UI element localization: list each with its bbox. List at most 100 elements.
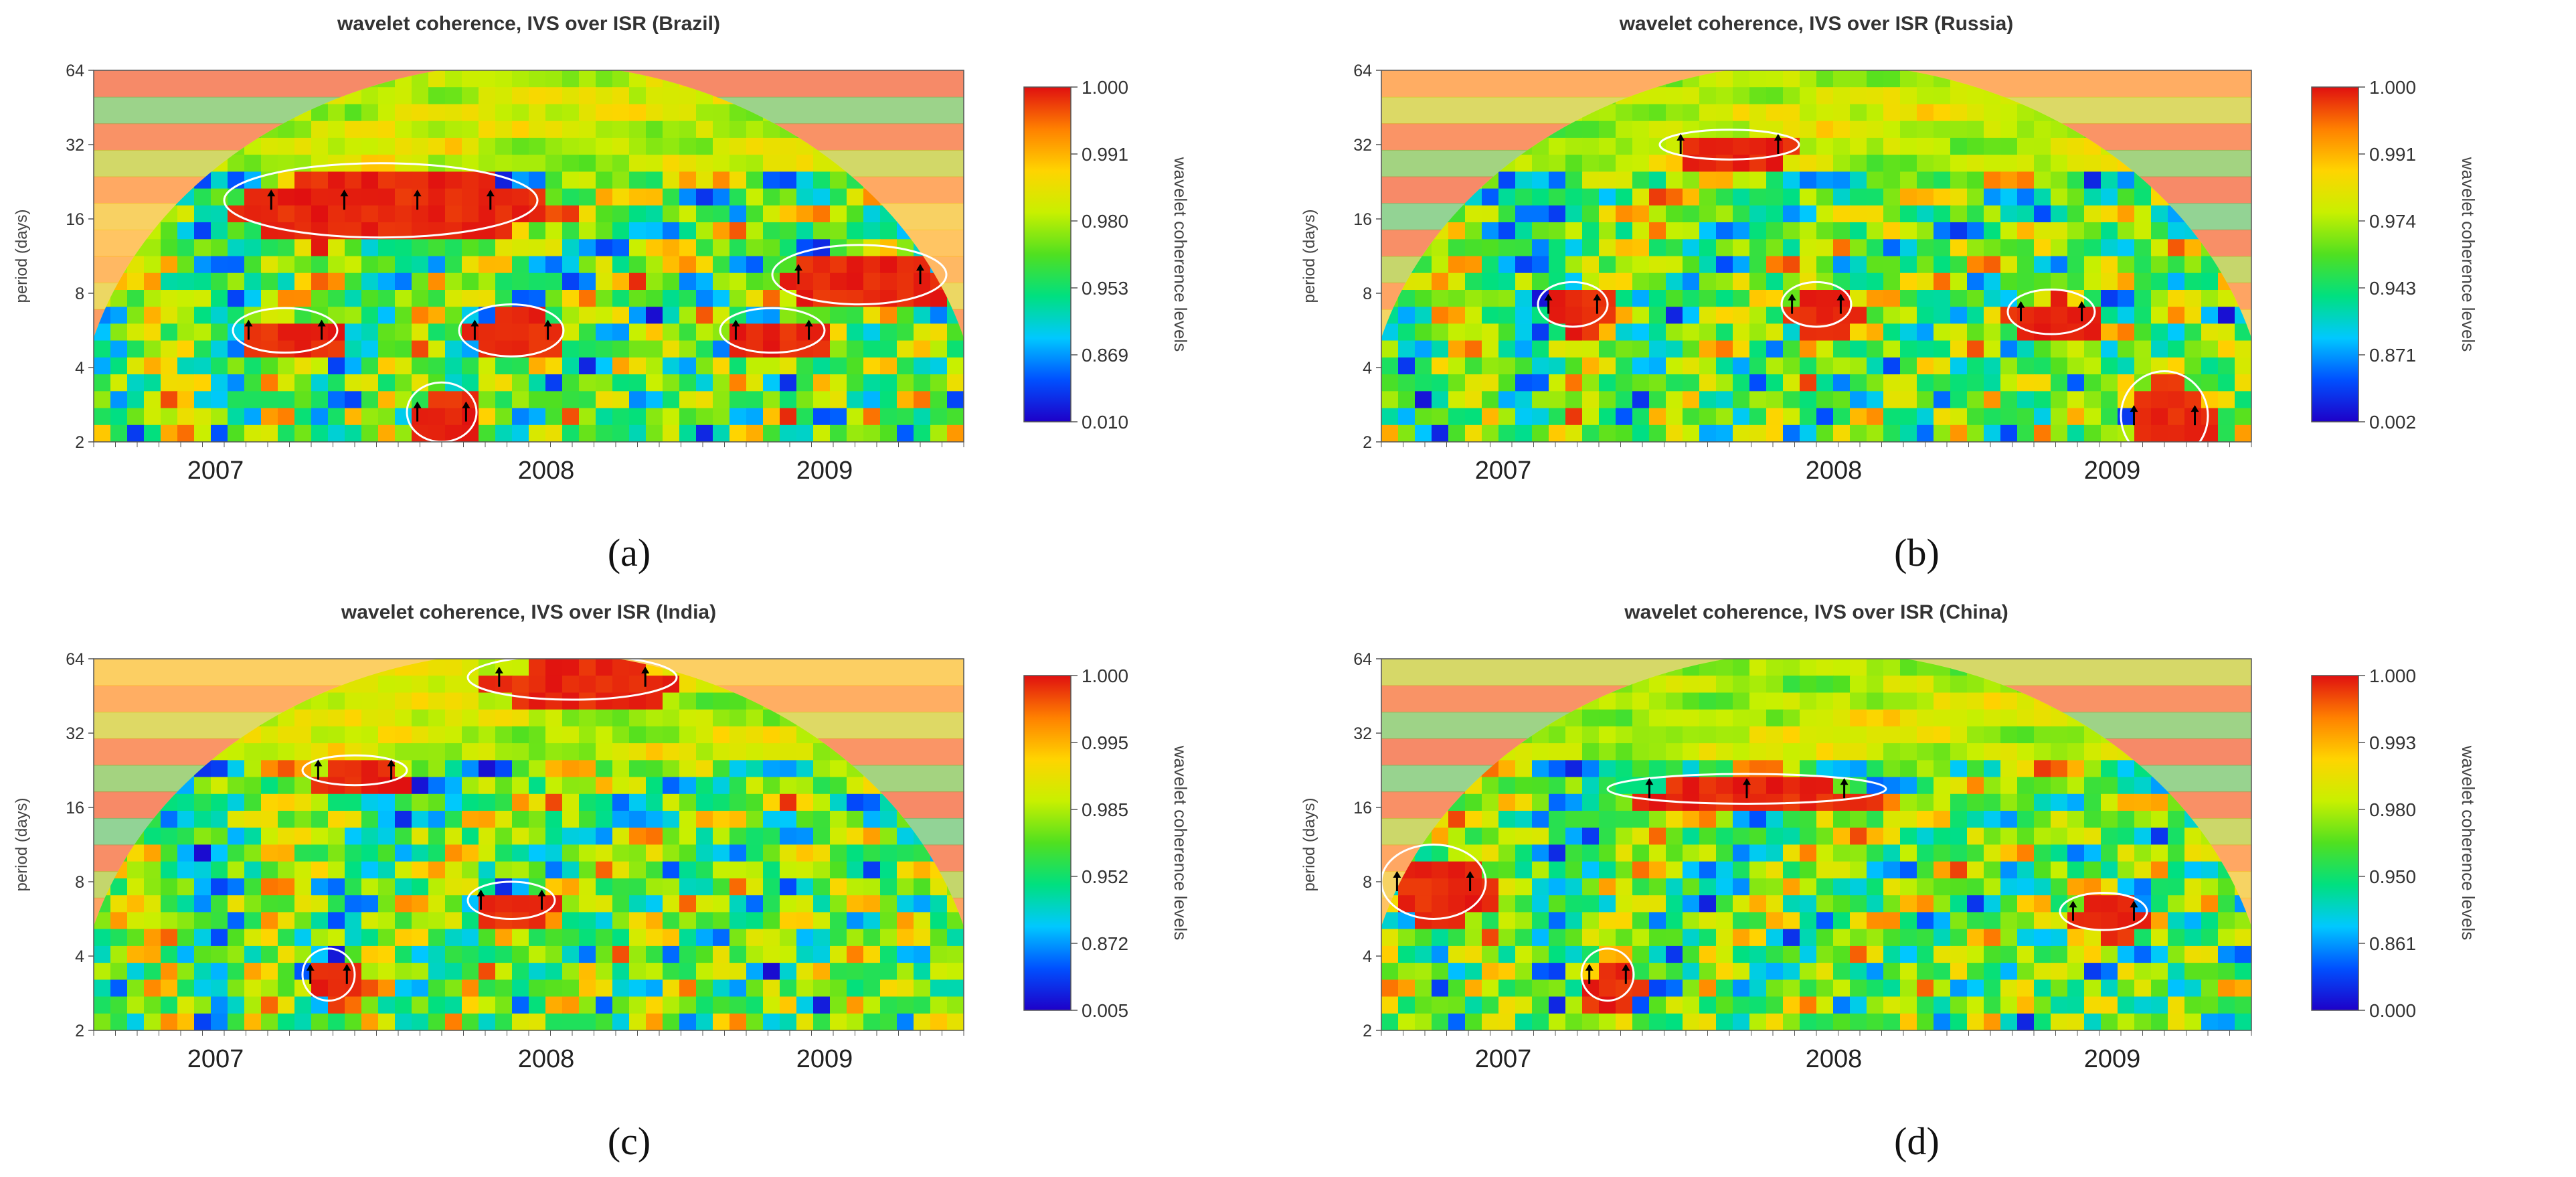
- heatmap-cell: [1816, 844, 1834, 862]
- heatmap-cell: [177, 374, 195, 392]
- heatmap-cell: [1632, 290, 1650, 308]
- heatmap-cell: [1733, 171, 1750, 189]
- heatmap-cell: [763, 137, 780, 156]
- colorbar-tick-label: 0.991: [1082, 144, 1128, 165]
- heatmap-cell: [612, 979, 630, 998]
- heatmap-cell: [177, 828, 195, 846]
- heatmap-cell: [562, 912, 580, 930]
- heatmap-cell: [1465, 979, 1482, 998]
- heatmap-cell: [746, 963, 764, 981]
- heatmap-cell: [1749, 188, 1767, 206]
- heatmap-cell: [1934, 929, 1951, 947]
- heatmap-cell: [629, 272, 647, 291]
- heatmap-cell: [479, 692, 496, 710]
- heatmap-cell: [830, 979, 847, 998]
- heatmap-cell: [2017, 424, 2035, 442]
- heatmap-cell: [847, 1013, 864, 1030]
- heatmap-cell: [1883, 1013, 1901, 1030]
- heatmap-cell: [2034, 861, 2051, 879]
- heatmap-cell: [2151, 828, 2168, 846]
- heatmap-cell: [2184, 256, 2202, 274]
- heatmap-cell: [2067, 726, 2085, 744]
- heatmap-cell: [1482, 408, 1499, 426]
- heatmap-cell: [1632, 171, 1650, 189]
- heatmap-cell: [2168, 391, 2185, 409]
- heatmap-cell: [1850, 945, 1867, 964]
- heatmap-cell: [1833, 760, 1851, 778]
- heatmap-cell: [1967, 828, 1984, 846]
- heatmap-cell: [1850, 272, 1867, 291]
- heatmap-cell: [512, 929, 529, 947]
- heatmap-cell: [1816, 374, 1834, 392]
- heatmap-cell: [763, 424, 780, 442]
- heatmap-cell: [1867, 1013, 1884, 1030]
- heatmap-cell: [914, 424, 931, 442]
- heatmap-cell: [1699, 1013, 1717, 1030]
- heatmap-cell: [1900, 188, 1917, 206]
- heatmap-cell: [2218, 912, 2235, 930]
- heatmap-cell: [361, 963, 379, 981]
- heatmap-cell: [1883, 963, 1901, 981]
- y-tick-label: 2: [75, 433, 84, 452]
- heatmap-cell: [2235, 945, 2251, 964]
- chart-title: wavelet coherence, IVS over ISR (Russia): [1619, 13, 2014, 35]
- heatmap-cell: [479, 70, 496, 88]
- heatmap-cell: [562, 1013, 580, 1030]
- heatmap-cell: [328, 391, 345, 409]
- heatmap-cell: [2051, 239, 2068, 257]
- heatmap-cell: [947, 424, 964, 442]
- heatmap-cell: [729, 777, 747, 795]
- heatmap-cell: [2118, 424, 2135, 442]
- heatmap-cell: [228, 408, 245, 426]
- heatmap-cell: [545, 357, 563, 376]
- heatmap-cell: [2017, 861, 2035, 879]
- chart-svg-d: wavelet coherence, IVS over ISR (China)6…: [1300, 601, 2478, 1163]
- heatmap-cell: [729, 424, 747, 442]
- heatmap-cell: [579, 912, 596, 930]
- heatmap-cell: [713, 290, 730, 308]
- heatmap-cell: [428, 87, 446, 105]
- heatmap-cell: [1816, 895, 1834, 913]
- heatmap-cell: [529, 963, 546, 981]
- heatmap-cell: [1733, 659, 1750, 677]
- colorbar-tick-label: 0.985: [1082, 799, 1128, 820]
- heatmap-cell: [696, 104, 713, 122]
- heatmap-cell: [830, 424, 847, 442]
- heatmap-cell: [1649, 323, 1666, 341]
- heatmap-cell: [780, 844, 797, 862]
- heatmap-cell: [1465, 391, 1482, 409]
- heatmap-cell: [1867, 171, 1884, 189]
- heatmap-cell: [1398, 979, 1415, 998]
- heatmap-cell: [679, 340, 697, 358]
- heatmap-cell: [1967, 272, 1984, 291]
- heatmap-cell: [780, 171, 797, 189]
- heatmap-cell: [278, 912, 295, 930]
- heatmap-cell: [345, 692, 362, 710]
- heatmap-cell: [2218, 945, 2235, 964]
- heatmap-cell: [261, 137, 278, 156]
- heatmap-cell: [930, 408, 948, 426]
- heatmap-cell: [294, 239, 312, 257]
- heatmap-cell: [1699, 895, 1717, 913]
- heatmap-cell: [796, 155, 814, 173]
- heatmap-cell: [1733, 828, 1750, 846]
- heatmap-cell: [194, 1013, 211, 1030]
- heatmap-cell: [612, 155, 630, 173]
- heatmap-cell: [1733, 743, 1750, 761]
- heatmap-cell: [1984, 323, 2001, 341]
- heatmap-cell: [2101, 340, 2118, 358]
- heatmap-cell: [479, 87, 496, 105]
- heatmap-cell: [395, 137, 412, 156]
- heatmap-cell: [1482, 945, 1499, 964]
- heatmap-cell: [328, 424, 345, 442]
- heatmap-cell: [1498, 945, 1516, 964]
- heatmap-cell: [194, 290, 211, 308]
- heatmap-cell: [1599, 424, 1616, 442]
- heatmap-cell: [830, 945, 847, 964]
- heatmap-cell: [1733, 760, 1750, 778]
- colorbar: [1023, 675, 1071, 1011]
- heatmap-cell: [2184, 340, 2202, 358]
- colorbar-tick-label: 0.005: [1082, 1000, 1128, 1021]
- heatmap-cell: [2067, 239, 2085, 257]
- heatmap-cell: [729, 222, 747, 240]
